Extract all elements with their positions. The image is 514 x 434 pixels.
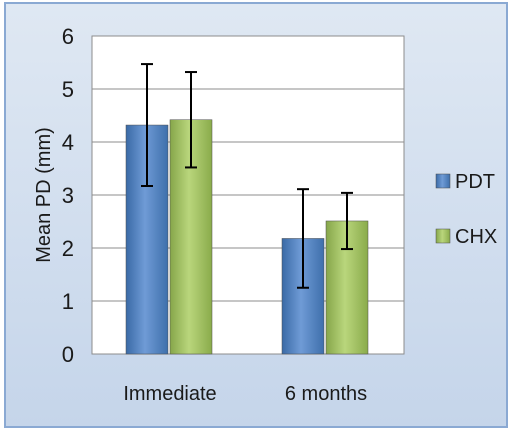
bar-chx	[169, 119, 213, 355]
legend-swatch-pdt	[435, 173, 451, 189]
y-tick-label: 2	[62, 236, 74, 261]
legend-label-chx: CHX	[455, 226, 497, 248]
y-tick-label: 1	[62, 289, 74, 314]
y-tick-label: 6	[62, 24, 74, 49]
y-tick-label: 0	[62, 342, 74, 367]
y-axis-ticks: 0 1 2 3 4 5 6	[62, 24, 74, 367]
legend: PDT CHX	[435, 171, 497, 248]
y-tick-label: 3	[62, 183, 74, 208]
y-tick-label: 4	[62, 130, 74, 155]
x-axis-categories: Immediate 6 months	[123, 383, 367, 405]
legend-swatch-chx	[435, 228, 451, 244]
x-category-label: Immediate	[123, 383, 216, 405]
y-tick-label: 5	[62, 77, 74, 102]
bars	[125, 63, 369, 355]
x-category-label: 6 months	[285, 383, 367, 405]
legend-label-pdt: PDT	[455, 171, 495, 193]
y-axis-title: Mean PD (mm)	[33, 127, 55, 263]
